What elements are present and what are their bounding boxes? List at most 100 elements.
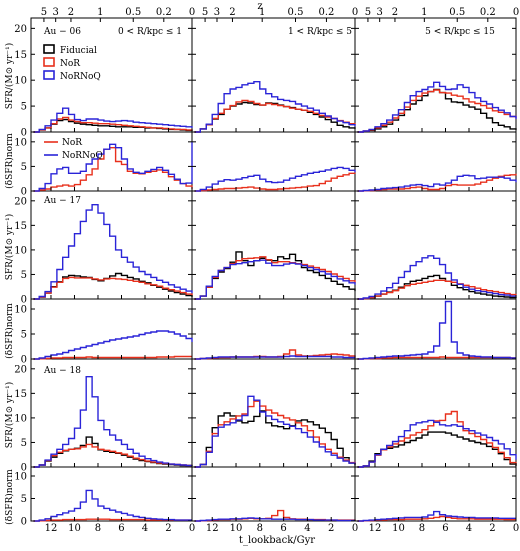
y-tick-label-sfr-r3: 15 [14,389,27,400]
series-nor-sfr-r1c1 [33,116,193,133]
x-tick-label-c2: 0 [352,523,358,534]
y-tick-label-sfr-r3: 10 [14,413,27,424]
series-fiducial-sfr-r3c2 [194,410,356,468]
x-tick-label-c2: 10 [230,523,243,534]
series-nor-sfr-r2c1 [33,276,193,300]
y-tick-label-sfr-r1: 10 [14,76,27,87]
y-tick-label-dsfr-r2: 5 [21,330,27,341]
y-tick-label-dsfr-r2: 10 [14,305,27,316]
top-tick-label-c1: 0.5 [125,7,141,18]
series-nornoq-sfr-r1c3 [357,81,517,133]
x-tick-label-c1: 2 [165,523,171,534]
y-tick-label-dsfr-r3: 10 [14,472,27,483]
y-tick-label-sfr-r2: 15 [14,221,27,232]
series-nor-dsfr-r1c3 [357,173,517,192]
series-nornoq-sfr-r2c3 [357,255,517,300]
series-fiducial-sfr-r2c2 [194,251,356,300]
series-nornoq-dsfr-r1c3 [357,174,517,192]
y-label-lower-row-2: (δSFR)norm [4,303,15,359]
legend-swatch-nor [43,57,55,67]
top-tick-label-c3: 0 [513,7,519,18]
top-tick-label-c3: 3 [376,7,382,18]
x-axis-label: t_lookback/Gyr [239,535,315,546]
panel-grid [30,17,517,522]
column-title-2: 1 < R/kpc ≤ 5 [288,27,352,37]
legend-layer: Fiducial NoR NoRNoQ NoR NoRNoQ [43,44,103,161]
series-nornoq-dsfr-r2c1 [33,330,193,360]
top-tick-label-c1: 1 [97,7,103,18]
top-tick-label-c2: 0.5 [288,7,304,18]
legend-swatch-nornoq [43,70,55,80]
series-nornoq-dsfr-r3c3 [357,510,516,522]
top-tick-label-c1: 0 [189,7,195,18]
x-tick-label-c3: 0 [513,523,519,534]
top-tick-label-c2: 2 [229,7,235,18]
x-tick-label-c1: 6 [118,523,124,534]
y-label-upper-row-3: SFR/(M⊙ yr⁻¹) [4,382,15,449]
top-tick-label-c1: 3 [52,7,58,18]
y-label-upper-row-2: SFR/(M⊙ yr⁻¹) [4,214,15,281]
series-nornoq-dsfr-r1c1 [33,141,193,192]
y-label-upper-row-1: SFR/(M⊙ yr⁻¹) [4,43,15,110]
series-nornoq-sfr-r1c1 [33,107,193,133]
top-tick-label-c1: 0.2 [156,7,172,18]
top-tick-label-c2: 5 [202,7,208,18]
legend-label-fiducial: Fiducial [60,46,97,56]
series-nor-dsfr-r1c2 [194,172,356,192]
legend-label-nor: NoR [60,59,80,69]
x-tick-label-c2: 4 [304,523,310,534]
legend-label-lower-nornoq: NoRNoQ [62,151,103,161]
top-tick-label-c3: 5 [365,7,371,18]
halo-label-row-2: Au − 17 [43,196,81,206]
y-tick-label-dsfr-r1: 5 [21,162,27,173]
x-tick-label-c3: 6 [442,523,448,534]
series-nornoq-dsfr-r2c3 [357,300,516,360]
y-tick-label-sfr-r1: 5 [21,102,27,113]
y-tick-label-sfr-r3: 20 [14,364,27,375]
y-tick-label-dsfr-r3: 0 [21,517,27,528]
top-tick-label-c3: 2 [392,7,398,18]
x-tick-label-c3: 2 [489,523,495,534]
series-nornoq-dsfr-r1c2 [194,166,356,192]
y-tick-label-sfr-r1: 20 [14,24,27,35]
x-tick-label-c2: 2 [328,523,334,534]
y-tick-label-sfr-r2: 10 [14,245,27,256]
top-tick-label-c3: 0.2 [480,7,496,18]
x-tick-label-c1: 4 [142,523,148,534]
series-nornoq-sfr-r2c2 [194,259,356,300]
x-tick-label-c3: 8 [419,523,425,534]
top-tick-label-c2: 1 [259,7,265,18]
series-nornoq-sfr-r2c1 [33,204,193,300]
legend-label-lower-nor: NoR [62,138,82,148]
top-axis-label: z [257,1,262,12]
y-tick-label-dsfr-r1: 10 [14,137,27,148]
column-title-1: 0 < R/kpc ≤ 1 [118,27,182,37]
series-nornoq-sfr-r3c2 [194,395,356,468]
y-label-lower-row-1: (δSFR)norm [4,133,15,189]
top-tick-label-c2: 0 [352,7,358,18]
series-nornoq-sfr-r3c3 [357,419,517,468]
x-tick-label-c1: 12 [45,523,58,534]
y-tick-label-sfr-r3: 0 [21,463,27,474]
series-nornoq-sfr-r3c1 [33,376,192,468]
x-tick-label-c3: 10 [392,523,405,534]
legend-swatch-fiducial [43,44,55,54]
series-nornoq-dsfr-r3c1 [33,489,192,522]
column-title-3: 5 < R/kpc ≤ 15 [425,27,495,37]
series-fiducial-sfr-r1c2 [194,101,356,133]
x-tick-label-c3: 12 [369,523,382,534]
y-tick-label-sfr-r1: 0 [21,128,27,139]
legend-label-nornoq: NoRNoQ [60,72,101,82]
series-nornoq-sfr-r1c2 [194,81,356,133]
x-tick-label-c2: 12 [206,523,219,534]
top-tick-label-c1: 2 [68,7,74,18]
x-tick-label-c2: 8 [257,523,263,534]
y-tick-label-sfr-r2: 0 [21,295,27,306]
top-tick-label-c3: 1 [421,7,427,18]
y-tick-label-dsfr-r1: 0 [21,187,27,198]
halo-label-row-1: Au − 06 [43,27,81,37]
y-tick-label-dsfr-r2: 0 [21,355,27,366]
x-tick-label-c1: 8 [95,523,101,534]
